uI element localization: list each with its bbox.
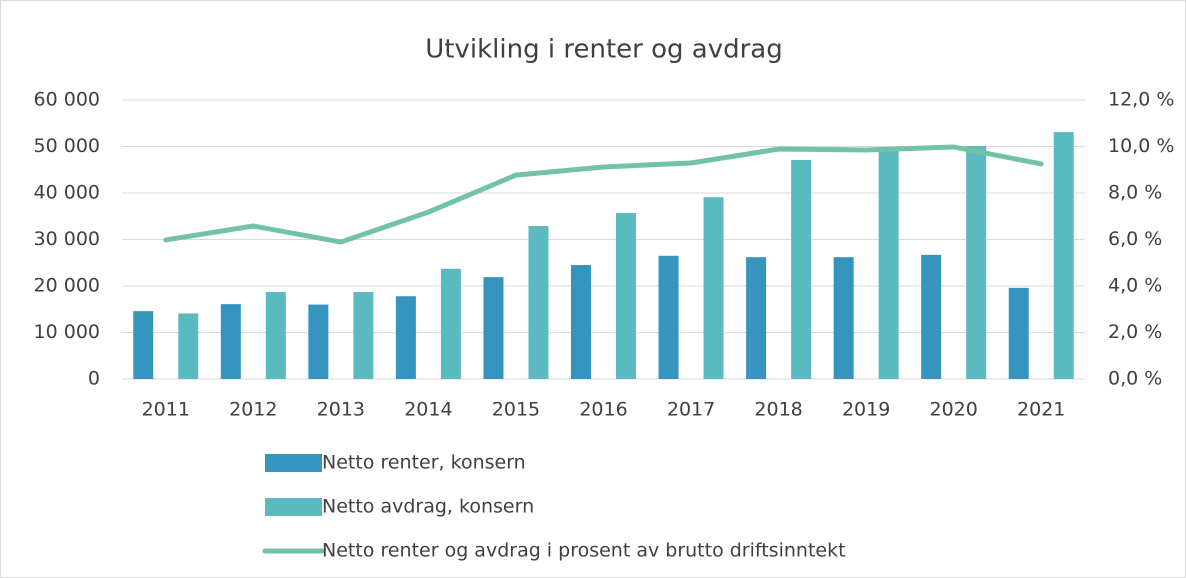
bar xyxy=(616,212,636,379)
y-tick-label: 60 000 xyxy=(34,89,100,111)
bar xyxy=(440,268,461,379)
bar xyxy=(395,296,416,379)
y-tick-label: 50 000 xyxy=(34,135,100,157)
x-tick-label: 2016 xyxy=(579,399,627,421)
legend-label: Netto avdrag, konsern xyxy=(322,496,534,518)
bar xyxy=(571,265,591,379)
y-tick-label: 0 xyxy=(88,368,100,390)
bar xyxy=(178,313,199,379)
bar xyxy=(921,254,942,379)
legend-label: Netto renter, konsern xyxy=(322,452,526,474)
y-tick-label: 30 000 xyxy=(34,228,100,250)
legend-swatch xyxy=(265,498,322,516)
y2-tick-label: 0,0 % xyxy=(1108,368,1162,390)
x-tick-label: 2012 xyxy=(229,399,277,421)
x-tick-label: 2011 xyxy=(142,399,190,421)
bar xyxy=(966,146,987,379)
bar xyxy=(1008,287,1029,379)
y2-tick-label: 10,0 % xyxy=(1108,135,1174,157)
y2-tick-label: 4,0 % xyxy=(1108,275,1162,297)
y-tick-label: 40 000 xyxy=(34,182,100,204)
x-tick-label: 2019 xyxy=(842,399,890,421)
bar xyxy=(265,292,286,379)
bar xyxy=(1053,132,1074,379)
bar xyxy=(528,226,549,379)
x-tick-label: 2020 xyxy=(930,399,978,421)
x-tick-label: 2021 xyxy=(1017,399,1065,421)
bar xyxy=(308,304,329,379)
line-series xyxy=(163,144,1044,245)
x-tick-label: 2018 xyxy=(754,399,802,421)
x-tick-label: 2015 xyxy=(492,399,540,421)
y-tick-label: 10 000 xyxy=(34,321,100,343)
legend-label: Netto renter og avdrag i prosent av brut… xyxy=(322,540,846,562)
y2-tick-label: 12,0 % xyxy=(1108,89,1174,111)
y-tick-label: 20 000 xyxy=(34,275,100,297)
y2-tick-label: 8,0 % xyxy=(1108,182,1162,204)
bar xyxy=(703,197,724,379)
bar xyxy=(353,292,374,379)
y2-tick-label: 2,0 % xyxy=(1108,321,1162,343)
bar xyxy=(133,311,154,379)
bar xyxy=(878,148,899,379)
bar xyxy=(833,257,854,379)
bar xyxy=(791,159,812,379)
y2-tick-label: 6,0 % xyxy=(1108,228,1162,250)
x-tick-label: 2017 xyxy=(667,399,715,421)
bar xyxy=(746,257,767,379)
chart-title: Utvikling i renter og avdrag xyxy=(425,35,782,65)
legend-swatch xyxy=(265,454,322,472)
x-tick-label: 2013 xyxy=(317,399,365,421)
x-tick-label: 2014 xyxy=(404,399,452,421)
bar xyxy=(220,304,241,379)
bar xyxy=(658,255,679,379)
bar xyxy=(483,277,504,379)
